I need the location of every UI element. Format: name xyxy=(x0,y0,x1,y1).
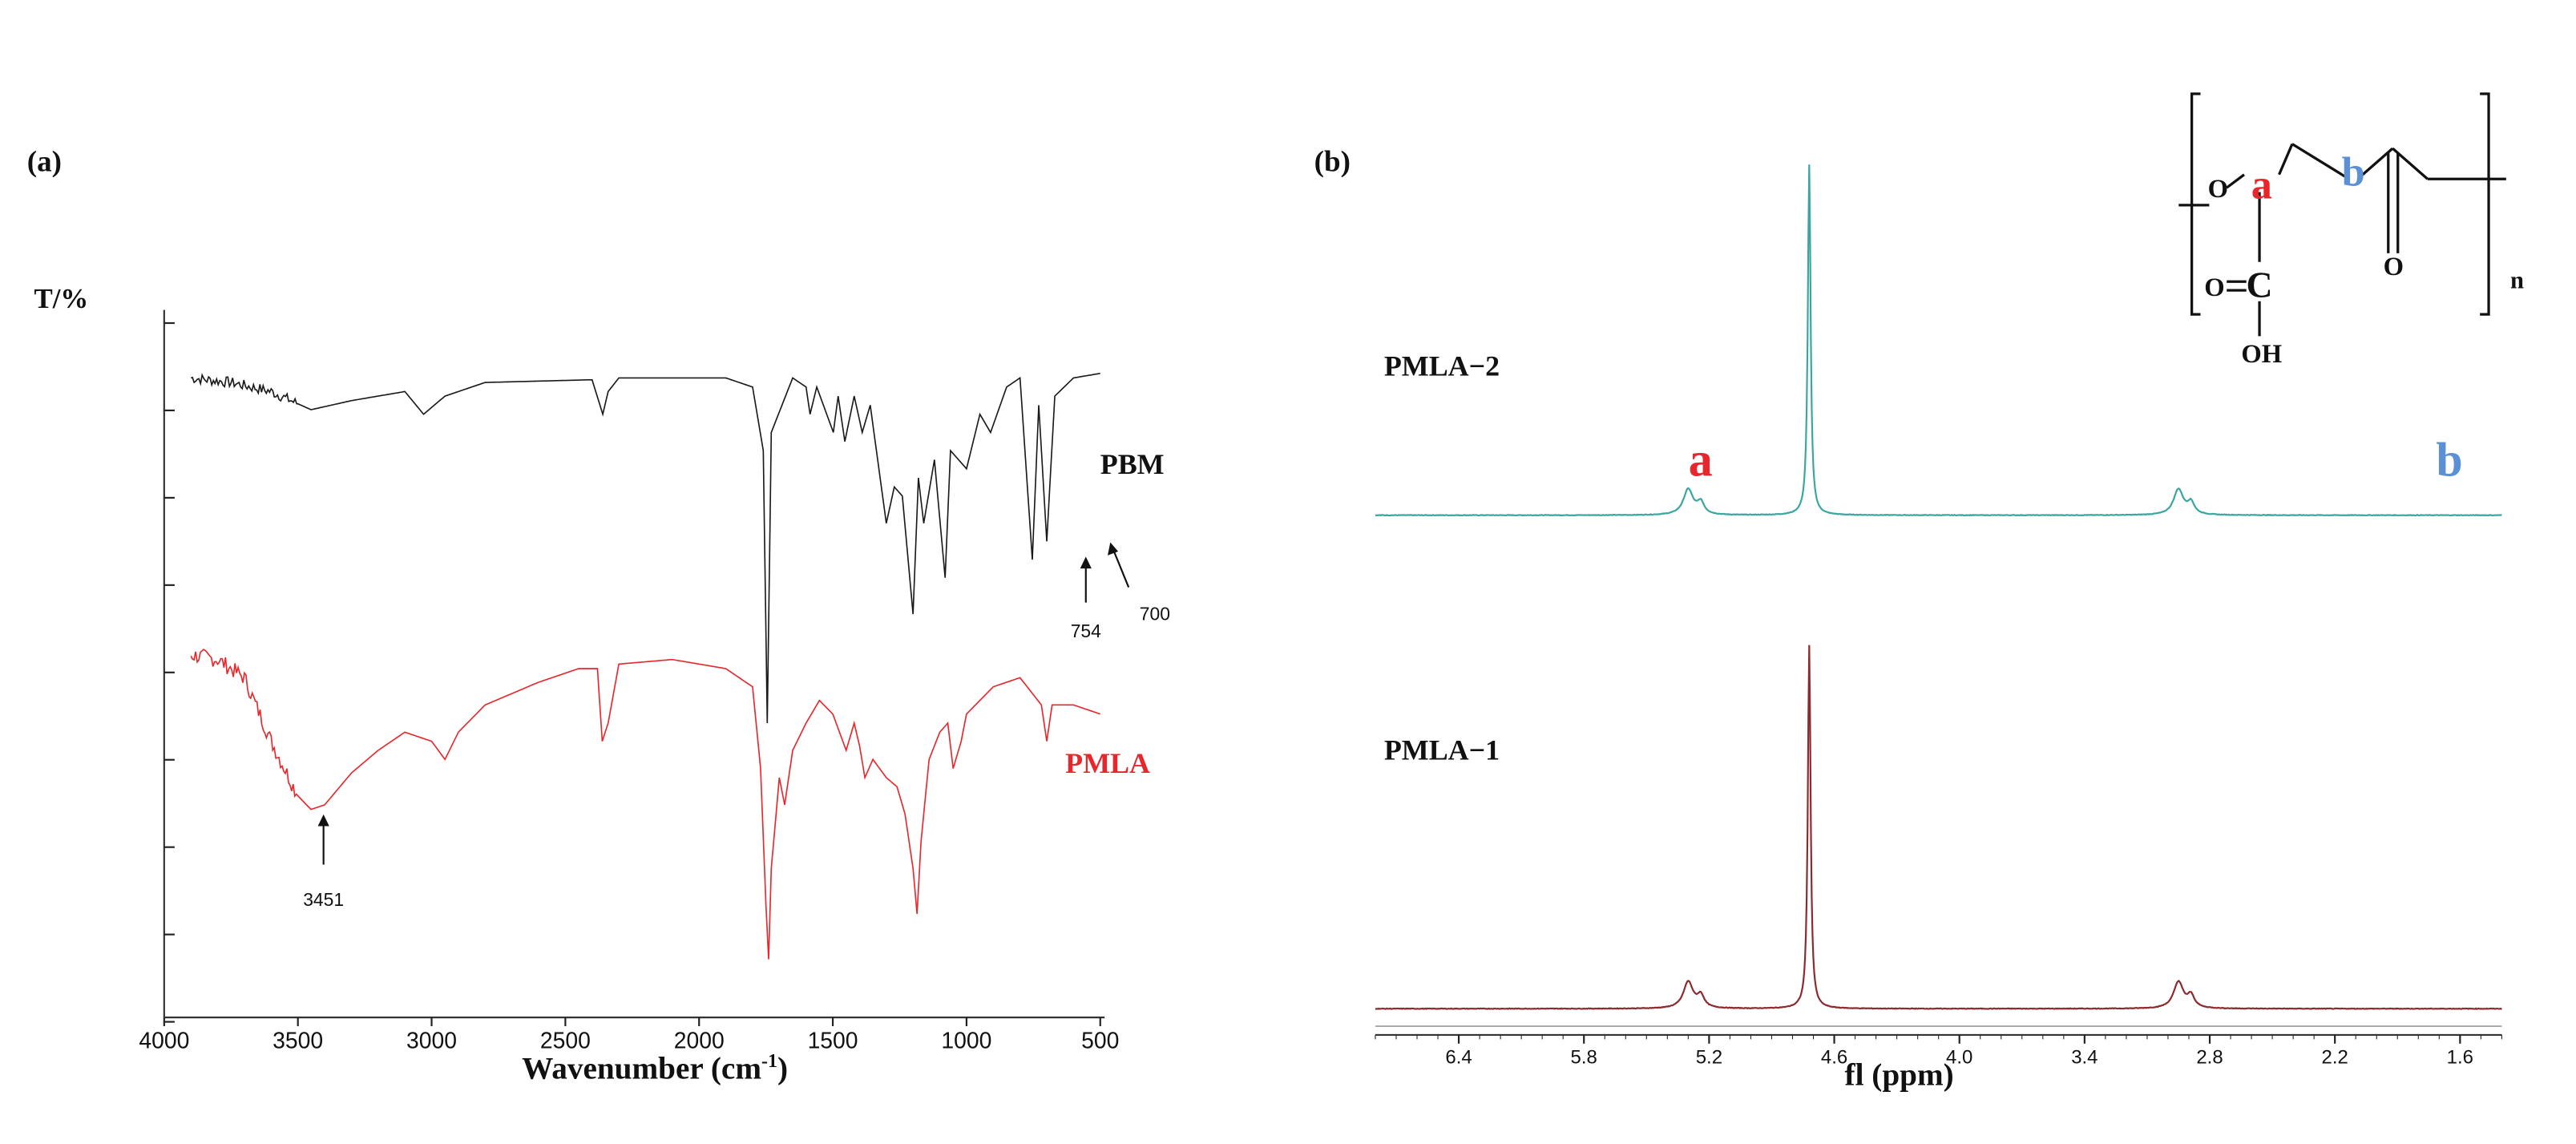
right-bracket xyxy=(2480,92,2490,316)
x-tick-label: 2.2 xyxy=(2322,1046,2348,1068)
annotation-700-text: 700 xyxy=(1140,603,1170,624)
x-title-sup: -1 xyxy=(761,1051,777,1072)
x-axis-ticks: 6.4 5.8 5.2 4.6 4.0 3.4 2.8 2.2 1.6 xyxy=(1375,1034,2502,1068)
x-axis-ticks: 4000 3500 3000 2500 2000 1500 1000 500 xyxy=(139,1017,1119,1053)
ch2-b-bond xyxy=(2291,143,2350,180)
x-tick-label: 1500 xyxy=(808,1028,858,1053)
annotation-3451-text: 3451 xyxy=(303,889,344,910)
a-ch2-bond xyxy=(2278,144,2294,176)
arrow-700-head xyxy=(1108,542,1119,556)
x-tick-label: 2.8 xyxy=(2196,1046,2223,1068)
b-carbonyl-bond xyxy=(2356,147,2394,180)
pmla-2-spectrum-line xyxy=(1375,164,2502,517)
annotation-754: 754 xyxy=(1071,556,1101,641)
pmla-1-spectrum-line xyxy=(1375,645,2502,1010)
pmla-series-label: PMLA xyxy=(1065,747,1150,779)
structure-oh: OH xyxy=(2241,340,2282,369)
x-tick-label: 5.2 xyxy=(1696,1046,1722,1068)
panel-a-ftir-chart: (a) T/% 4000 3500 3000 2500 2000 1500 1000 500 … xyxy=(27,145,1170,1085)
structure-text: O a b O C O OH n xyxy=(2204,148,2524,369)
x-tick-label: 500 xyxy=(1081,1028,1119,1053)
peak-a-label: a xyxy=(1689,434,1713,487)
x-tick-label: 3000 xyxy=(406,1028,457,1053)
panel-a-label: (a) xyxy=(27,145,62,178)
pbm-spectrum-line xyxy=(190,372,1100,723)
panel-b-nmr-chart: (b) 6.4 5.8 5.2 4.6 4.0 3.4 2.8 2.2 1.6 PMLA−2 P… xyxy=(1314,92,2524,1093)
arrow-754-head xyxy=(1080,556,1092,569)
x-tick-label: 4.6 xyxy=(1821,1046,1847,1068)
x-axis-title: Wavenumber (cm-1) xyxy=(522,1051,788,1085)
structure-n: n xyxy=(2510,266,2524,293)
x-axis-title: fl (ppm) xyxy=(1845,1058,1954,1093)
annotation-3451: 3451 xyxy=(303,814,344,910)
structure-c: C xyxy=(2247,264,2273,305)
x-tick-label: 2000 xyxy=(674,1028,725,1053)
pmla-structure-diagram xyxy=(2178,92,2506,337)
x-tick-label: 1000 xyxy=(941,1028,991,1053)
x-title-main: Wavenumber (cm xyxy=(522,1051,761,1085)
x-title-end: ) xyxy=(777,1051,788,1085)
x-tick-label: 4.0 xyxy=(1946,1046,1972,1068)
peak-b-label: b xyxy=(2436,434,2462,487)
arrow-3451-head xyxy=(317,814,329,827)
pbm-series-label: PBM xyxy=(1100,448,1165,480)
y-axis-ticks xyxy=(164,321,175,1023)
x-tick-label: 4000 xyxy=(139,1028,189,1053)
x-tick-label: 6.4 xyxy=(1445,1046,1472,1068)
pmla-spectrum-line xyxy=(190,649,1101,960)
annotation-700: 700 xyxy=(1108,542,1170,624)
x-tick-label: 3500 xyxy=(273,1028,323,1053)
structure-b: b xyxy=(2342,148,2365,195)
structure-o-right: O xyxy=(2384,253,2404,281)
o-a-bond xyxy=(2226,173,2245,189)
structure-o-left: O xyxy=(2208,175,2228,204)
x-tick-label: 1.6 xyxy=(2447,1046,2473,1068)
pmla-2-label: PMLA−2 xyxy=(1384,350,1500,382)
pmla-1-label: PMLA−1 xyxy=(1384,734,1500,766)
panel-b-label: (b) xyxy=(1314,145,1351,178)
y-axis-label: T/% xyxy=(34,283,88,314)
x-tick-label: 2500 xyxy=(540,1028,591,1053)
arrow-700-shaft xyxy=(1111,546,1130,588)
annotation-754-text: 754 xyxy=(1071,621,1101,641)
structure-o-bottom: O xyxy=(2204,273,2224,302)
x-tick-label: 3.4 xyxy=(2071,1046,2098,1068)
x-tick-label: 5.8 xyxy=(1571,1046,1597,1068)
structure-a: a xyxy=(2251,162,2272,208)
